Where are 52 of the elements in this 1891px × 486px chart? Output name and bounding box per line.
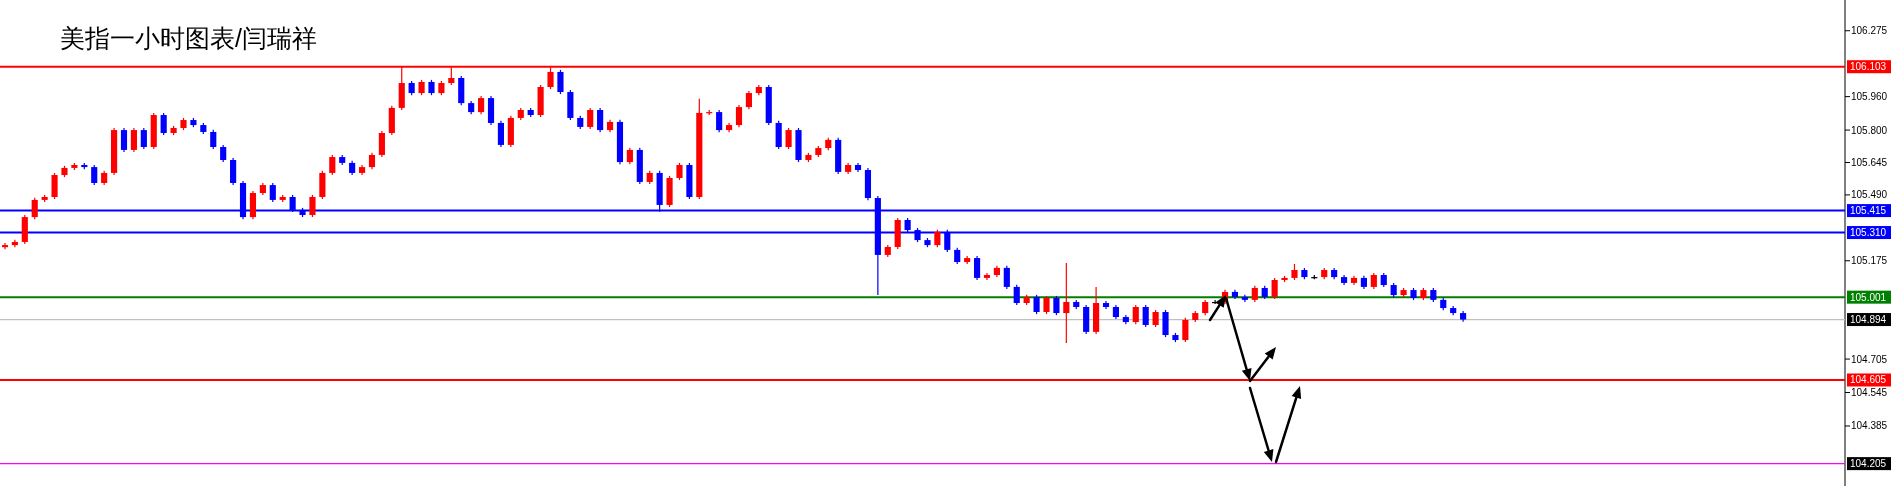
candlestick <box>140 127 147 150</box>
ref-line-label: 105.001 <box>1850 291 1887 303</box>
candlestick <box>210 129 217 150</box>
candlestick <box>269 182 276 203</box>
candlestick <box>1162 309 1169 338</box>
candlestick <box>785 127 792 150</box>
candlestick <box>31 197 38 220</box>
y-tick-label: 105.800 <box>1851 124 1888 136</box>
candlestick <box>497 120 504 148</box>
candlestick <box>1003 265 1010 290</box>
candlestick <box>1182 317 1189 343</box>
candlestick <box>597 107 604 133</box>
y-tick-label: 104.705 <box>1851 353 1888 365</box>
y-tick-label: 105.645 <box>1851 156 1888 168</box>
candlestick <box>557 69 564 95</box>
candlestick <box>1063 262 1070 344</box>
candlestick <box>130 127 137 153</box>
candlestick <box>309 194 316 218</box>
candlestick <box>378 130 385 158</box>
candlestick <box>91 164 98 186</box>
candlestick <box>478 95 485 115</box>
y-tick-label: 105.490 <box>1851 189 1888 201</box>
candlestick <box>716 109 723 133</box>
candlestick <box>329 154 336 176</box>
candlestick <box>587 107 594 130</box>
text: 美指一小时图表/闫瑞祥 <box>60 24 317 52</box>
ref-line-label: 105.310 <box>1850 227 1887 239</box>
candlestick <box>51 172 58 200</box>
candlestick <box>1053 295 1060 316</box>
ref-line-label: 104.605 <box>1850 374 1887 386</box>
candlestick <box>1132 304 1139 325</box>
ref-line-label: 104.205 <box>1850 458 1887 470</box>
candlestick <box>230 157 237 186</box>
candlestick <box>745 90 752 110</box>
candlestick <box>1033 294 1040 315</box>
y-tick-label: 106.275 <box>1851 25 1888 37</box>
candlestick <box>1013 284 1020 306</box>
y-tick-label: 105.960 <box>1851 91 1888 103</box>
ref-line-label: 104.894 <box>1850 314 1887 326</box>
candlestick <box>1 242 9 250</box>
candlestick <box>1271 277 1278 300</box>
candlestick <box>1043 295 1050 315</box>
ref-line-label: 105.415 <box>1850 205 1887 217</box>
candlestick <box>120 127 128 153</box>
candlestick <box>160 112 167 136</box>
ref-line-label: 106.103 <box>1850 61 1887 73</box>
candlestick <box>735 104 743 128</box>
y-tick-label: 104.545 <box>1851 387 1888 399</box>
candlestick <box>973 255 981 281</box>
candlestick <box>1142 304 1149 328</box>
y-tick-label: 105.175 <box>1851 255 1888 267</box>
y-tick-label: 104.385 <box>1851 420 1888 432</box>
